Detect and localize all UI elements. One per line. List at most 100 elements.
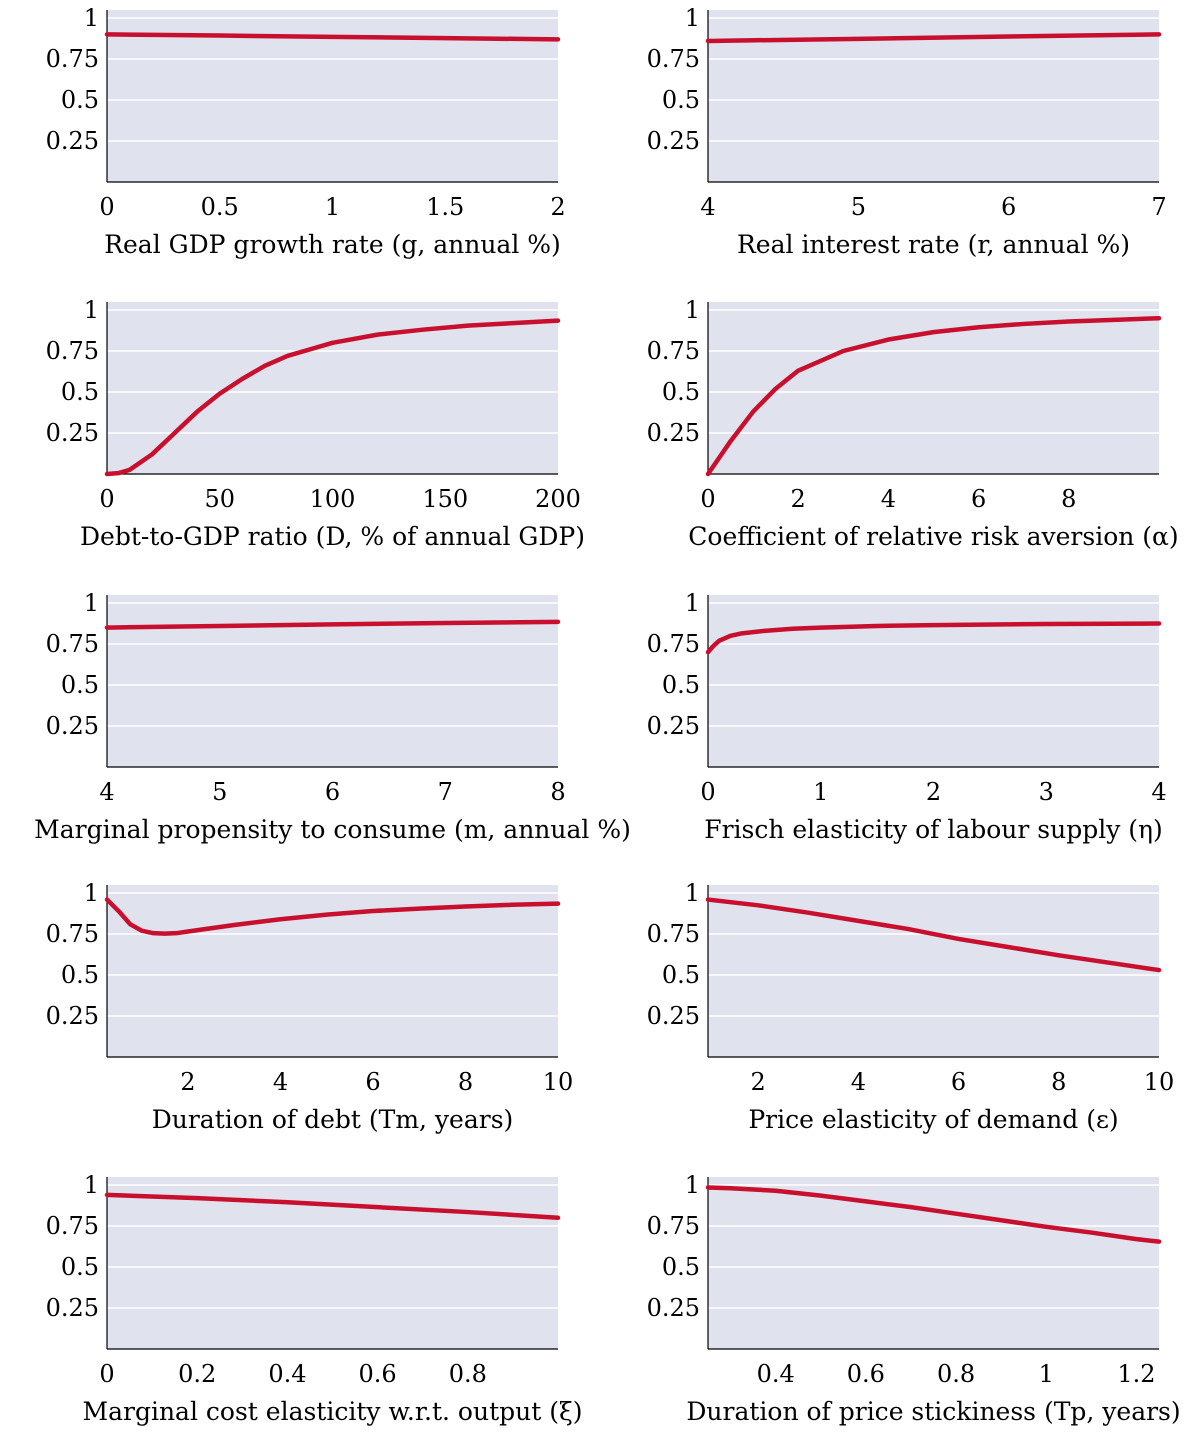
- series-line: [705, 315, 1162, 477]
- x-tick-label: 200: [535, 485, 581, 513]
- y-tick-label: 0.25: [647, 712, 700, 740]
- y-tick-label: 0.75: [46, 337, 99, 365]
- x-tick-label: 2: [926, 778, 941, 806]
- x-tick-label: 8: [458, 1068, 473, 1096]
- series-line: [104, 897, 561, 936]
- x-axis-label: Real interest rate (r, annual %): [737, 230, 1130, 259]
- x-tick-label: 150: [422, 485, 468, 513]
- x-tick-label: 0.5: [201, 193, 239, 221]
- plot-area: [708, 595, 1159, 767]
- chart-panel-4: 0.25 0.5 0.75 1 0 2 4 6 8 Coefficient of relative…: [647, 296, 1179, 551]
- x-tick-label: 7: [438, 778, 453, 806]
- x-tick-label: 1: [1039, 1360, 1054, 1388]
- x-tick-label: 0.4: [757, 1360, 795, 1388]
- x-axis-label: Debt-to-GDP ratio (D, % of annual GDP): [80, 522, 585, 551]
- x-tick-label: 10: [1144, 1068, 1175, 1096]
- x-tick-label: 0.8: [449, 1360, 487, 1388]
- x-tick-label: 6: [1001, 193, 1016, 221]
- plot-area: [708, 885, 1159, 1057]
- x-tick-label: 1: [325, 193, 340, 221]
- series-line: [705, 32, 1162, 44]
- x-tick-label: 2: [750, 1068, 765, 1096]
- y-tick-label: 1: [84, 4, 99, 32]
- y-tick-label: 0.25: [46, 712, 99, 740]
- y-tick-label: 0.5: [662, 86, 700, 114]
- x-axis-label: Marginal cost elasticity w.r.t. output (…: [83, 1397, 583, 1426]
- y-tick-label: 0.5: [61, 1253, 99, 1281]
- y-tick-label: 0.75: [46, 630, 99, 658]
- x-tick-label: 0: [99, 193, 114, 221]
- x-axis-label: Real GDP growth rate (g, annual %): [104, 230, 561, 259]
- x-tick-label: 4: [99, 778, 114, 806]
- y-tick-label: 0.75: [46, 1212, 99, 1240]
- x-tick-label: 6: [365, 1068, 380, 1096]
- y-tick-label: 1: [685, 296, 700, 324]
- x-tick-label: 0.8: [937, 1360, 975, 1388]
- y-tick-label: 0.25: [647, 1002, 700, 1030]
- x-tick-label: 2: [791, 485, 806, 513]
- series-line: [705, 621, 1162, 655]
- y-tick-label: 1: [685, 879, 700, 907]
- x-axis-label: Duration of price stickiness (Tp, years): [686, 1397, 1180, 1426]
- x-tick-label: 6: [971, 485, 986, 513]
- chart-panel-8: 0.25 0.5 0.75 1 2 4 6 8 10 Price elasticity of de…: [647, 879, 1175, 1134]
- y-tick-label: 0.5: [61, 961, 99, 989]
- x-axis-label: Duration of debt (Tm, years): [152, 1105, 514, 1134]
- series-line: [104, 318, 561, 477]
- x-tick-label: 4: [1151, 778, 1166, 806]
- x-tick-label: 0.4: [268, 1360, 306, 1388]
- x-tick-label: 0: [99, 485, 114, 513]
- x-tick-label: 0.6: [847, 1360, 885, 1388]
- x-tick-label: 7: [1151, 193, 1166, 221]
- plot-area: [708, 1177, 1159, 1349]
- x-tick-label: 4: [700, 193, 715, 221]
- x-tick-label: 100: [310, 485, 356, 513]
- x-tick-label: 1.5: [426, 193, 464, 221]
- y-tick-label: 1: [685, 589, 700, 617]
- y-tick-label: 0.75: [647, 337, 700, 365]
- chart-panel-1: 0.25 0.5 0.75 1 0 0.5 1 1.5 2 Real GDP growth rat…: [46, 4, 566, 259]
- x-tick-label: 0: [99, 1360, 114, 1388]
- x-tick-label: 4: [851, 1068, 866, 1096]
- x-tick-label: 50: [204, 485, 235, 513]
- y-tick-label: 1: [685, 1171, 700, 1199]
- y-tick-label: 0.5: [61, 378, 99, 406]
- chart-panel-9: 0.25 0.5 0.75 1 0 0.2 0.4 0.6 0.8 Marginal cost e…: [46, 1171, 583, 1426]
- y-tick-label: 0.25: [46, 1294, 99, 1322]
- x-tick-label: 1.2: [1117, 1360, 1155, 1388]
- y-tick-label: 0.25: [46, 419, 99, 447]
- x-axis-label: Frisch elasticity of labour supply (η): [704, 815, 1163, 844]
- y-tick-label: 0.75: [647, 920, 700, 948]
- x-tick-label: 8: [550, 778, 565, 806]
- y-tick-label: 1: [84, 1171, 99, 1199]
- x-tick-label: 0.6: [359, 1360, 397, 1388]
- series-line: [104, 32, 561, 42]
- chart-panel-7: 0.25 0.5 0.75 1 2 4 6 8 10 Duration of debt (Tm, …: [46, 879, 574, 1134]
- series-line: [104, 1192, 561, 1221]
- y-tick-label: 1: [84, 296, 99, 324]
- chart-panel-3: 0.25 0.5 0.75 1 0 50 100 150 200 Debt-to-GDP rati…: [46, 296, 585, 551]
- y-tick-label: 0.5: [662, 961, 700, 989]
- x-axis-label: Coefficient of relative risk aversion (α…: [688, 522, 1178, 551]
- x-tick-label: 2: [550, 193, 565, 221]
- series-line: [705, 1185, 1162, 1244]
- x-tick-label: 6: [325, 778, 340, 806]
- chart-panel-5: 0.25 0.5 0.75 1 4 5 6 7 8 Marginal propensity to …: [34, 589, 631, 844]
- x-tick-label: 10: [543, 1068, 574, 1096]
- x-tick-label: 2: [180, 1068, 195, 1096]
- x-axis-label: Price elasticity of demand (ε): [748, 1105, 1118, 1134]
- x-tick-label: 8: [1051, 1068, 1066, 1096]
- x-tick-label: 4: [273, 1068, 288, 1096]
- y-tick-label: 0.25: [647, 1294, 700, 1322]
- x-tick-label: 1: [813, 778, 828, 806]
- x-tick-label: 0: [700, 485, 715, 513]
- y-tick-label: 0.5: [61, 671, 99, 699]
- plot-area: [107, 885, 558, 1057]
- x-tick-label: 8: [1061, 485, 1076, 513]
- x-axis-label: Marginal propensity to consume (m, annua…: [34, 815, 631, 844]
- y-tick-label: 1: [84, 589, 99, 617]
- x-tick-label: 0.2: [178, 1360, 216, 1388]
- chart-panel-2: 0.25 0.5 0.75 1 4 5 6 7 Real interest rate (r, a…: [647, 4, 1167, 259]
- y-tick-label: 1: [685, 4, 700, 32]
